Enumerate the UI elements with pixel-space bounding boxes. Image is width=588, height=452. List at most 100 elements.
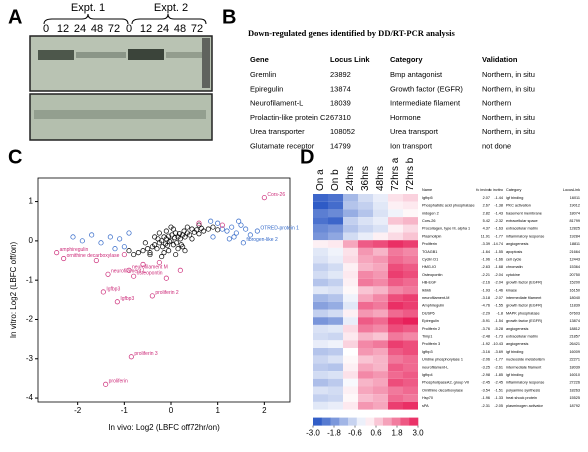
side-cell: -1.85 (494, 373, 503, 377)
heat-cell (358, 324, 373, 333)
heat-cell (403, 224, 418, 233)
colorbar-block (339, 417, 349, 426)
point (163, 228, 169, 234)
heat-cell (328, 394, 343, 402)
table-title: Down-regulated genes identified by DD/RT… (248, 28, 455, 38)
heat-cell (403, 317, 418, 325)
side-cell: -10.43 (492, 342, 503, 346)
heat-cell (373, 194, 388, 202)
heat-cell (373, 224, 388, 233)
side-cell: extracellular space (506, 219, 538, 223)
point (107, 234, 113, 240)
side-cell: heat shock protein (506, 396, 537, 400)
heat-cell (373, 332, 388, 341)
heat-cell (388, 232, 403, 241)
point (61, 256, 67, 262)
point (98, 240, 104, 246)
x-tick-label: 0 (169, 406, 174, 415)
heat-cell (313, 286, 328, 295)
heat-cell (388, 201, 403, 210)
point-label: fibrogen-like 2 (246, 237, 278, 243)
side-cell: 2.67 (483, 204, 490, 208)
table-cell: 13874 (330, 84, 351, 93)
table-cell: Northern, in situ (482, 127, 535, 136)
point (140, 248, 146, 254)
side-cell: MAPK phosphatase (506, 311, 540, 315)
table-cell: Intermediate filament (390, 99, 461, 108)
heat-cell (403, 378, 418, 387)
point (100, 289, 106, 295)
point (177, 236, 183, 242)
heat-cell (328, 355, 343, 364)
heat-cell (388, 255, 403, 264)
point (160, 244, 166, 250)
point (184, 224, 190, 230)
lane-label: 12 (140, 23, 152, 35)
side-cell: 16009 (569, 350, 580, 354)
gel (29, 35, 213, 141)
point-label: neurofilament M (132, 265, 168, 271)
point (154, 246, 160, 252)
panel-label: C (8, 146, 22, 168)
point (117, 236, 123, 242)
side-cell: Osteopontin (422, 273, 442, 277)
point (166, 248, 172, 254)
point-label: Cors-26 (267, 192, 285, 198)
point (142, 240, 148, 246)
side-cell: growth factor (EGFR) (506, 304, 543, 308)
point-label: proliferin 3 (134, 351, 158, 357)
heat-cell (388, 386, 403, 395)
colorbar-block (374, 417, 384, 426)
side-cell: -1.77 (494, 234, 503, 238)
heat-cell (388, 194, 403, 202)
heat-cell (403, 340, 418, 348)
heat-cell (328, 309, 343, 318)
heat-cell (358, 201, 373, 210)
side-cell: -1.77 (494, 358, 503, 362)
table-cell: Ion transport (390, 141, 433, 150)
heat-cell (313, 363, 328, 372)
colorbar-block (356, 417, 366, 426)
heat-cell (358, 401, 373, 410)
heat-cell (358, 217, 373, 225)
table-cell: Northern (482, 99, 511, 108)
side-cell: -1.8 (496, 311, 503, 315)
side-cell: nidogen 2 (422, 211, 439, 215)
point-label: ornithine decarboxylase (67, 253, 120, 259)
lane-label: 72 (108, 23, 120, 35)
table-cell: Growth factor (EGFR) (390, 84, 463, 93)
heat-cell (358, 371, 373, 379)
heat-cell (343, 348, 358, 356)
heat-cell (388, 224, 403, 233)
side-cell: -3.25 (481, 365, 490, 369)
heat-cell (388, 271, 403, 279)
heat-cell (373, 271, 388, 279)
side-cell: 16010 (569, 373, 580, 377)
heat-cell (373, 263, 388, 271)
heat-cell (373, 324, 388, 333)
side-cell: -2.31 (481, 404, 490, 408)
point (205, 226, 211, 232)
side-cell: neurofilament-M (422, 296, 449, 300)
side-cell: inflammatory response (506, 234, 544, 238)
side-cell: -5.91 (481, 319, 490, 323)
heat-cell (373, 294, 388, 302)
point (243, 226, 249, 232)
colorbar-block (409, 417, 419, 426)
heat-cell (328, 224, 343, 233)
heat-cell (403, 363, 418, 372)
heat-cell (388, 324, 403, 333)
side-cell: 18811 (570, 242, 580, 246)
table-cell: Neurofilament-L (250, 99, 303, 108)
side-cell: 19012 (569, 204, 580, 208)
side-cell: -1.68 (494, 265, 503, 269)
side-cell: 12825 (569, 227, 580, 231)
heat-cell (403, 309, 418, 318)
side-cell: igf binding (506, 373, 523, 377)
side-cell: 11.91 (481, 234, 490, 238)
heat-cell (388, 340, 403, 348)
point (182, 248, 188, 254)
heat-cell (328, 255, 343, 264)
point (149, 293, 155, 299)
point (170, 242, 176, 248)
